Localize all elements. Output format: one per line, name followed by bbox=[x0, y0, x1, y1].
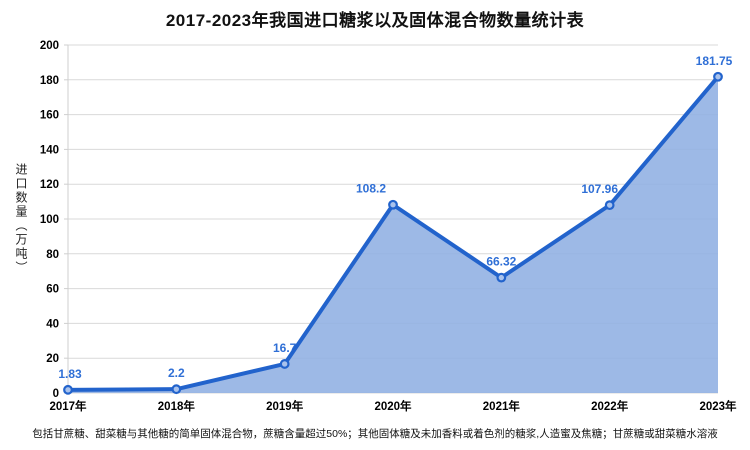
data-point-label: 16.7 bbox=[273, 341, 297, 355]
y-axis-tick-label: 100 bbox=[40, 214, 59, 226]
x-axis-tick-label: 2022年 bbox=[591, 399, 629, 413]
area-fill bbox=[68, 76, 718, 393]
y-axis-tick-label: 120 bbox=[40, 179, 59, 191]
footnote: 包括甘蔗糖、甜菜糖与其他糖的简单固体混合物，蔗糖含量超过50%；其他固体糖及未加… bbox=[32, 428, 718, 440]
x-axis-tick-label: 2017年 bbox=[49, 399, 87, 413]
y-axis-tick-label: 140 bbox=[40, 144, 59, 156]
data-point-label: 1.83 bbox=[58, 367, 82, 381]
data-point-label: 107.96 bbox=[581, 182, 618, 196]
data-point-marker bbox=[713, 71, 723, 82]
data-point-label: 2.2 bbox=[168, 366, 185, 380]
data-point-marker bbox=[604, 200, 615, 211]
data-point-marker bbox=[279, 359, 290, 369]
data-point-marker bbox=[496, 272, 507, 283]
x-axis-tick-label: 2023年 bbox=[699, 399, 737, 413]
data-point-label: 108.2 bbox=[356, 182, 386, 196]
y-axis-tick-label: 160 bbox=[40, 110, 59, 122]
x-axis-tick-label: 2020年 bbox=[374, 399, 412, 413]
y-axis-tick-label: 200 bbox=[40, 40, 59, 52]
y-axis-tick-label: 60 bbox=[46, 284, 59, 296]
data-point-marker bbox=[388, 199, 398, 210]
x-axis-tick-label: 2018年 bbox=[158, 399, 196, 413]
y-axis-tick-label: 40 bbox=[46, 318, 59, 330]
y-axis-title: 进口数量（万吨） bbox=[14, 163, 28, 275]
y-axis-tick-label: 180 bbox=[40, 75, 59, 87]
y-axis-tick-label: 80 bbox=[46, 249, 59, 261]
x-axis-tick-label: 2021年 bbox=[483, 399, 521, 413]
data-point-marker bbox=[63, 384, 73, 395]
data-point-marker bbox=[171, 384, 182, 395]
y-axis-tick-label: 0 bbox=[53, 388, 59, 400]
chart-title: 2017-2023年我国进口糖浆以及固体混合物数量统计表 bbox=[165, 11, 585, 30]
x-axis-tick-label: 2019年 bbox=[266, 399, 304, 413]
data-point-label: 181.75 bbox=[696, 54, 733, 68]
data-point-label: 66.32 bbox=[486, 255, 516, 269]
y-axis-tick-label: 20 bbox=[46, 353, 59, 365]
